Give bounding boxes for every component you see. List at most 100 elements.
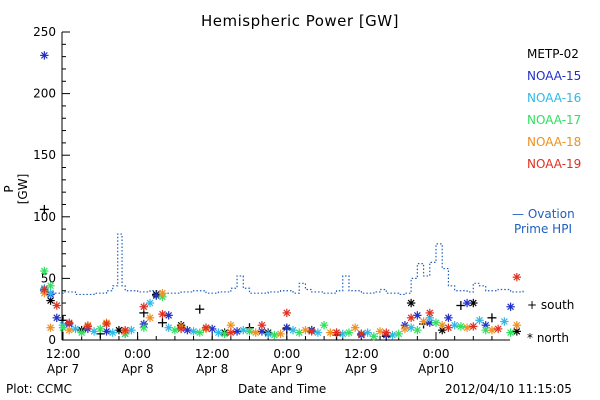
point-noaa-18 [419,317,428,326]
point-noaa-16 [214,328,223,337]
point-noaa-19 [382,328,391,337]
marker-stroke [115,326,123,334]
marker-stroke [407,299,415,307]
x-tick-date: Apr10 [418,362,454,376]
point-noaa-16 [239,325,248,335]
point-noaa-19 [307,327,316,336]
marker-stroke [389,331,396,339]
x-tick-date: Apr 7 [47,362,79,376]
point-noaa-17 [139,323,149,332]
marker-stroke [183,326,191,334]
point-noaa-17 [270,330,279,340]
marker-stroke [507,329,514,337]
marker-stroke [445,324,452,332]
marker-stroke [289,326,297,334]
marker-stroke [314,329,322,337]
point-noaa-18 [375,327,385,336]
marker-stroke [270,331,278,339]
point-noaa-16 [288,325,298,335]
chart-title: Hemispheric Power [GW] [201,12,399,30]
marker-stroke [339,330,347,338]
marker-stroke [239,326,247,334]
marker-stroke [196,329,204,337]
point-noaa-17 [96,324,105,334]
point-metp-02 [39,204,49,214]
point-metp-02 [469,298,478,308]
marker-stroke [413,311,421,319]
x-tick-label: 12:00 [195,347,230,361]
point-noaa-17 [431,318,441,327]
point-noaa-15 [232,327,242,336]
marker-stroke [258,321,266,329]
point-noaa-17 [245,327,254,336]
point-noaa-15 [444,313,453,323]
x-tick-label: 0:00 [273,347,300,361]
point-noaa-18 [46,323,55,332]
point-noaa-16 [500,317,509,326]
y-tick-label: 150 [33,148,56,162]
point-noaa-16 [89,327,99,336]
point-noaa-16 [475,316,484,325]
y-tick-label: 100 [33,210,56,224]
point-noaa-15 [506,302,515,311]
point-noaa-19 [201,323,211,332]
x-tick-date: Apr 9 [345,362,377,376]
marker-stroke [320,321,328,329]
marker-stroke [507,303,514,311]
point-noaa-17 [58,323,68,332]
marker-stroke [171,326,179,334]
point-noaa-19 [102,319,111,329]
legend: METP-02 NOAA-15 NOAA-16 NOAA-17 NOAA-18 … [527,43,581,175]
marker-stroke [78,329,86,337]
point-noaa-19 [282,308,291,318]
marker-stroke [59,324,67,332]
x-axis-label: Date and Time [238,382,327,396]
marker-stroke [426,314,434,322]
point-noaa-16 [189,327,198,336]
marker-stroke [420,318,427,325]
marker-stroke [438,321,446,329]
point-noaa-16 [313,328,323,337]
y-tick-label: 0 [48,333,56,347]
point-noaa-16 [338,329,347,339]
point-noaa-16 [108,328,117,337]
marker-stroke [345,329,353,337]
marker-stroke [72,325,79,333]
point-noaa-15 [164,311,173,320]
point-noaa-17 [220,329,229,339]
point-noaa-19 [40,285,49,294]
marker-stroke [426,309,434,317]
marker-stroke [482,321,490,329]
x-tick-date: Apr 8 [196,362,228,376]
legend-north-marker: * north [527,331,570,345]
marker-stroke [358,330,365,338]
point-noaa-15 [208,324,217,334]
point-noaa-18 [462,323,472,332]
point-noaa-18 [400,324,410,334]
marker-stroke [445,314,452,322]
marker-stroke [215,329,222,337]
marker-stroke [246,327,253,335]
legend-item-noaa-19: NOAA-19 [527,157,582,171]
point-noaa-16 [164,323,173,332]
point-noaa-16 [145,298,155,308]
marker-stroke [382,329,390,337]
point-noaa-19 [493,324,503,334]
marker-stroke [140,303,148,311]
x-tick-label: 12:00 [46,347,81,361]
point-noaa-18 [226,321,236,330]
marker-stroke [469,323,477,330]
point-noaa-17 [344,328,354,337]
marker-stroke [221,330,229,338]
footer-credit: Plot: CCMC [6,382,72,396]
point-noaa-18 [512,321,522,330]
marker-stroke [432,319,440,327]
marker-stroke [165,324,173,332]
point-noaa-17 [40,266,49,276]
marker-stroke [53,314,61,322]
point-noaa-19 [512,272,522,282]
marker-stroke [326,329,334,337]
marker-stroke [159,310,166,318]
marker-stroke [283,309,291,317]
